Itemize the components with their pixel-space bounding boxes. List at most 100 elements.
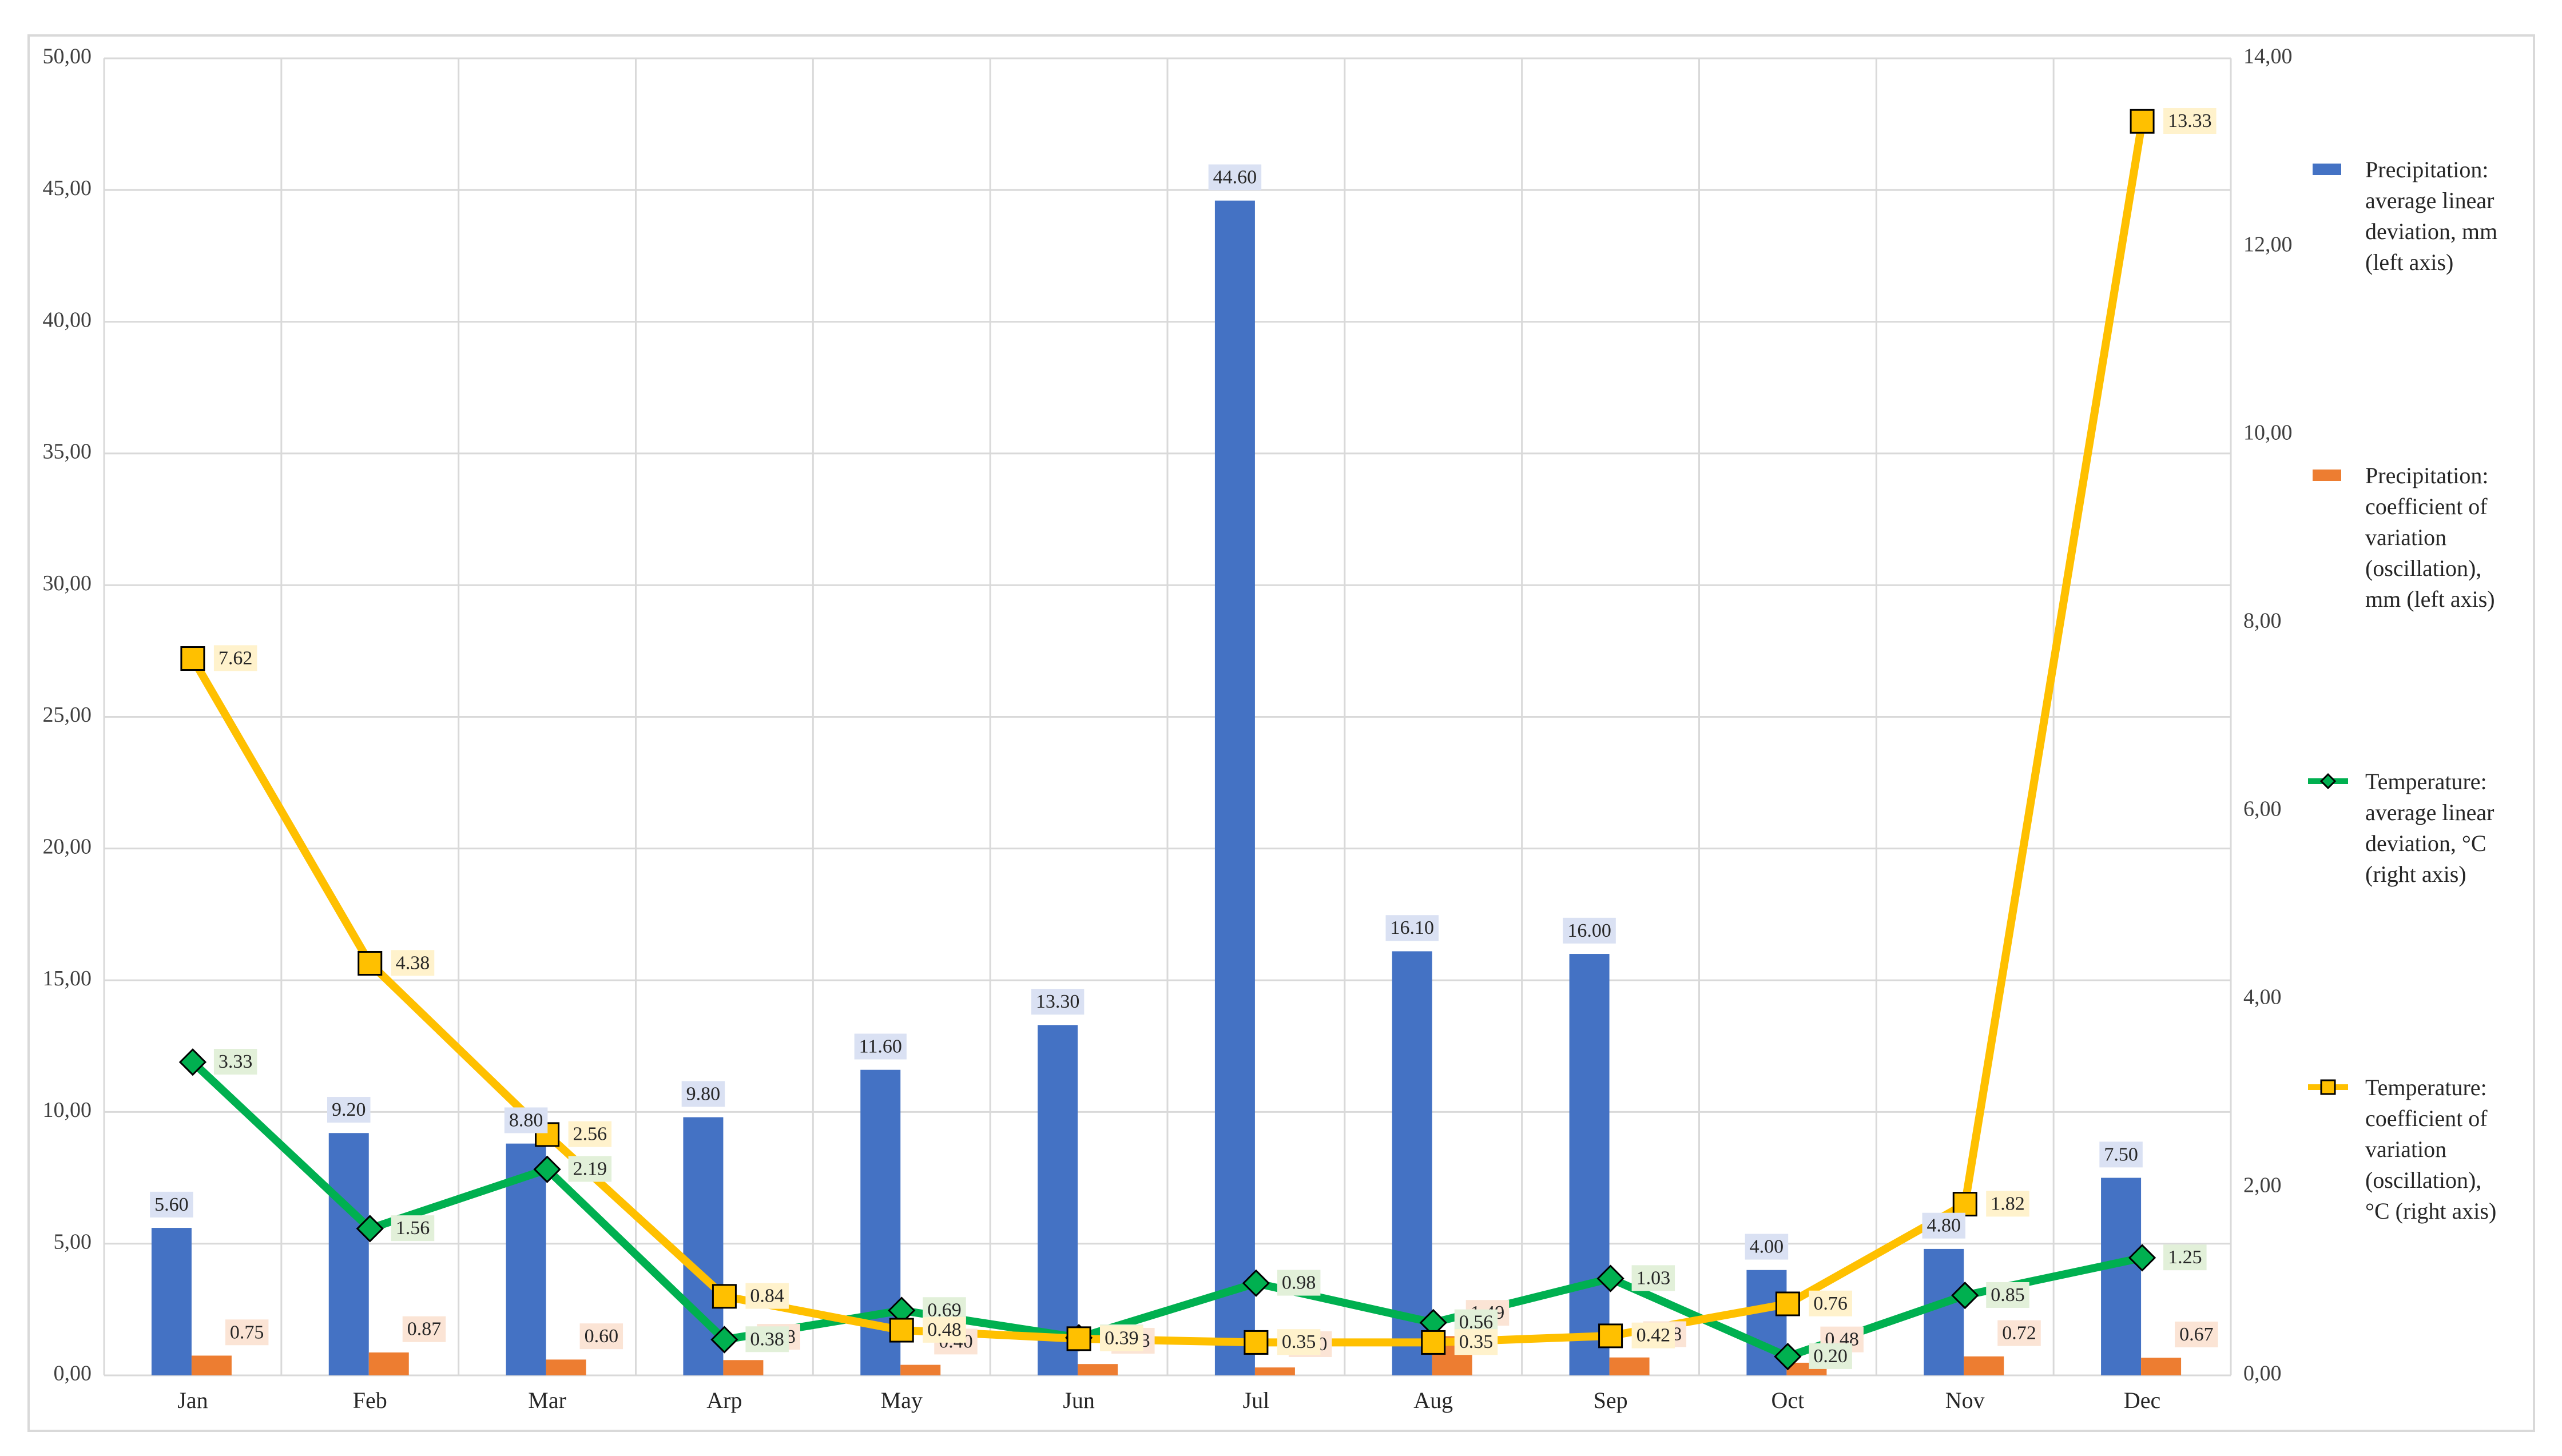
category-label: Nov <box>1945 1387 1985 1413</box>
legend-marker-diamond <box>2319 773 2337 790</box>
data-label-precip-coef-variation-bg <box>402 1316 446 1342</box>
marker-temp-coef-variation <box>1421 1330 1446 1355</box>
data-label-precip-coef-variation-bg <box>579 1323 623 1350</box>
bar-precip-avg-deviation <box>1038 1025 1078 1375</box>
data-label-precip-avg-deviation-bg <box>1208 164 1262 190</box>
data-label-temp-coef-variation-bg <box>1277 1329 1321 1355</box>
data-label-precip-avg-deviation: 13.30 <box>1036 991 1080 1012</box>
right-axis-tick-label: 6,00 <box>2243 797 2282 821</box>
legend-label: Precipitation: <box>2365 463 2489 488</box>
left-axis-tick-label: 25,00 <box>43 703 92 727</box>
data-label-temp-avg-deviation: 0.38 <box>750 1328 784 1350</box>
data-label-precip-avg-deviation: 4.80 <box>1927 1215 1961 1236</box>
data-label-precip-avg-deviation-bg <box>1385 915 1439 941</box>
data-label-precip-avg-deviation: 8.80 <box>509 1109 543 1131</box>
marker-temp-avg-deviation <box>710 1326 738 1354</box>
data-label-precip-coef-variation-bg <box>1997 1320 2041 1346</box>
legend-label: coefficient of <box>2365 494 2488 519</box>
category-axis: Jan Feb Mar Arp May Jun Jul Aug Sep Oct Nov Dec <box>177 1387 2160 1413</box>
data-label-temp-coef-variation: 0.84 <box>750 1286 784 1307</box>
data-label-precip-avg-deviation-bg <box>1563 917 1616 944</box>
data-label-temp-coef-variation-bg <box>1454 1329 1498 1355</box>
data-label-temp-avg-deviation-bg <box>568 1156 612 1182</box>
data-label-temp-avg-deviation-bg <box>1809 1343 1852 1369</box>
bar-precip-avg-deviation <box>1924 1248 1964 1375</box>
data-label-temp-coef-variation: 7.62 <box>219 647 253 669</box>
bar-precip-avg-deviation <box>328 1133 369 1375</box>
category-label: Jul <box>1243 1387 1270 1413</box>
legend-label: coefficient of <box>2365 1105 2488 1131</box>
legend-label: Precipitation: <box>2365 157 2489 182</box>
bar-precip-coef-variation <box>1964 1356 2004 1375</box>
bar-precip-avg-deviation <box>1569 954 1610 1375</box>
data-label-temp-coef-variation: 1.82 <box>1991 1193 2025 1214</box>
marker-temp-coef-variation <box>1066 1326 1091 1351</box>
data-label-temp-avg-deviation-bg <box>2163 1244 2207 1271</box>
left-axis-tick-label: 50,00 <box>43 45 92 69</box>
data-label-precip-avg-deviation-bg <box>150 1191 193 1218</box>
data-label-precip-avg-deviation: 9.80 <box>686 1083 721 1104</box>
right-axis-tick-label: 14,00 <box>2243 45 2293 69</box>
data-label-temp-avg-deviation: 0.98 <box>1282 1272 1316 1294</box>
marker-temp-coef-variation <box>1775 1291 1800 1316</box>
marker-temp-avg-deviation <box>2128 1244 2156 1272</box>
data-label-precip-coef-variation: 0.67 <box>2179 1324 2214 1345</box>
data-label-temp-avg-deviation-bg <box>1277 1270 1321 1296</box>
legend-label: variation <box>2365 524 2446 550</box>
left-axis-tick-label: 0,00 <box>54 1362 92 1386</box>
marker-temp-coef-variation <box>1952 1192 1977 1217</box>
bar-precip-coef-variation <box>723 1360 764 1375</box>
legend-label: variation <box>2365 1136 2446 1162</box>
legend-label: (oscillation), <box>2365 1167 2481 1193</box>
data-label-temp-coef-variation-bg <box>1809 1290 1852 1316</box>
data-label-temp-avg-deviation: 1.25 <box>2168 1247 2202 1268</box>
right-axis-tick-label: 4,00 <box>2243 985 2282 1009</box>
data-label-precip-avg-deviation: 5.60 <box>154 1194 189 1215</box>
right-axis-tick-label: 8,00 <box>2243 609 2282 633</box>
data-label-precip-avg-deviation-bg <box>1745 1234 1789 1260</box>
data-label-temp-coef-variation-bg <box>2163 108 2217 134</box>
data-label-temp-coef-variation-bg <box>213 645 257 671</box>
marker-temp-coef-variation <box>358 950 383 976</box>
legend-label: deviation, mm <box>2365 218 2497 244</box>
gridlines <box>103 57 2232 1377</box>
data-label-precip-avg-deviation-bg <box>854 1033 907 1060</box>
marker-temp-avg-deviation <box>178 1048 207 1076</box>
bar-precip-coef-variation <box>368 1352 409 1375</box>
bar-series <box>151 200 2182 1375</box>
data-label-temp-coef-variation-bg <box>1986 1191 2029 1217</box>
legend-label: Temperature: <box>2365 769 2487 794</box>
bar-precip-coef-variation <box>191 1355 232 1375</box>
bar-precip-avg-deviation <box>1214 200 1255 1375</box>
category-label: Mar <box>528 1387 566 1413</box>
data-label-temp-coef-variation: 0.35 <box>1282 1331 1316 1352</box>
left-axis-tick-label: 30,00 <box>43 571 92 595</box>
marker-temp-coef-variation <box>1244 1330 1269 1355</box>
legend-label: average linear <box>2365 188 2494 213</box>
legend-label: Temperature: <box>2365 1075 2487 1100</box>
data-label-precip-avg-deviation-bg <box>2099 1141 2143 1168</box>
data-label-precip-avg-deviation: 11.60 <box>859 1036 902 1057</box>
data-label-precip-avg-deviation-bg <box>504 1107 548 1133</box>
data-label-temp-coef-variation: 0.48 <box>927 1319 962 1340</box>
legend-label: (left axis) <box>2365 249 2453 275</box>
category-label: Aug <box>1413 1387 1453 1413</box>
data-label-precip-coef-variation: 0.75 <box>230 1322 264 1343</box>
data-label-temp-avg-deviation-bg <box>745 1326 789 1352</box>
data-label-precip-coef-variation: 0.60 <box>585 1326 618 1347</box>
right-axis: 0,00 2,00 4,00 6,00 8,00 10,00 12,00 14,00 <box>2243 45 2293 1386</box>
right-axis-tick-label: 2,00 <box>2243 1173 2282 1198</box>
left-axis-tick-label: 40,00 <box>43 308 92 332</box>
marker-temp-avg-deviation <box>1596 1264 1624 1292</box>
bar-precip-coef-variation <box>1609 1357 1650 1375</box>
left-axis-tick-label: 15,00 <box>43 966 92 990</box>
legend-label: average linear <box>2365 799 2494 825</box>
category-label: May <box>881 1387 923 1413</box>
bar-precip-avg-deviation <box>151 1228 192 1375</box>
data-label-precip-avg-deviation: 7.50 <box>2104 1144 2138 1165</box>
right-axis-tick-label: 10,00 <box>2243 421 2293 445</box>
right-axis-tick-label: 0,00 <box>2243 1362 2282 1386</box>
legend-label: mm (left axis) <box>2365 586 2495 612</box>
left-axis: 0,00 5,00 10,00 15,00 20,00 25,00 30,00 35,00 40… <box>43 45 92 1386</box>
